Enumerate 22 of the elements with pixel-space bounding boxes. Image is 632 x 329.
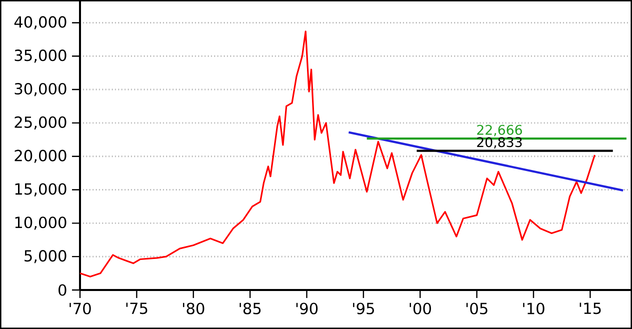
x-tick-label: '75 [126, 302, 148, 314]
x-tick-label: '15 [580, 302, 601, 314]
annotation: 20,833 [477, 137, 522, 149]
x-tick-label: '05 [466, 302, 488, 314]
y-tick-label: 0 [58, 284, 66, 296]
x-tick-label: '90 [296, 302, 318, 314]
y-tick-label: 5,000 [24, 250, 66, 264]
x-tick-label: '95 [353, 302, 374, 314]
x-tick-label: '10 [523, 302, 544, 314]
y-tick-label: 25,000 [14, 116, 66, 130]
y-tick-label: 30,000 [14, 82, 66, 96]
x-tick-label: '80 [183, 302, 204, 314]
y-tick-label: 15,000 [15, 183, 66, 196]
y-tick-label: 40,000 [14, 16, 66, 30]
x-tick-label: '85 [240, 302, 261, 314]
y-tick-label: 20,000 [14, 150, 66, 163]
x-tick-label: '00 [410, 302, 431, 314]
x-tick-label: '70 [70, 302, 91, 314]
y-tick-label: 10,000 [15, 216, 66, 230]
line-series [79, 30, 596, 278]
y-tick-label: 35,000 [14, 50, 66, 63]
annotation: 22,666 [477, 124, 522, 136]
